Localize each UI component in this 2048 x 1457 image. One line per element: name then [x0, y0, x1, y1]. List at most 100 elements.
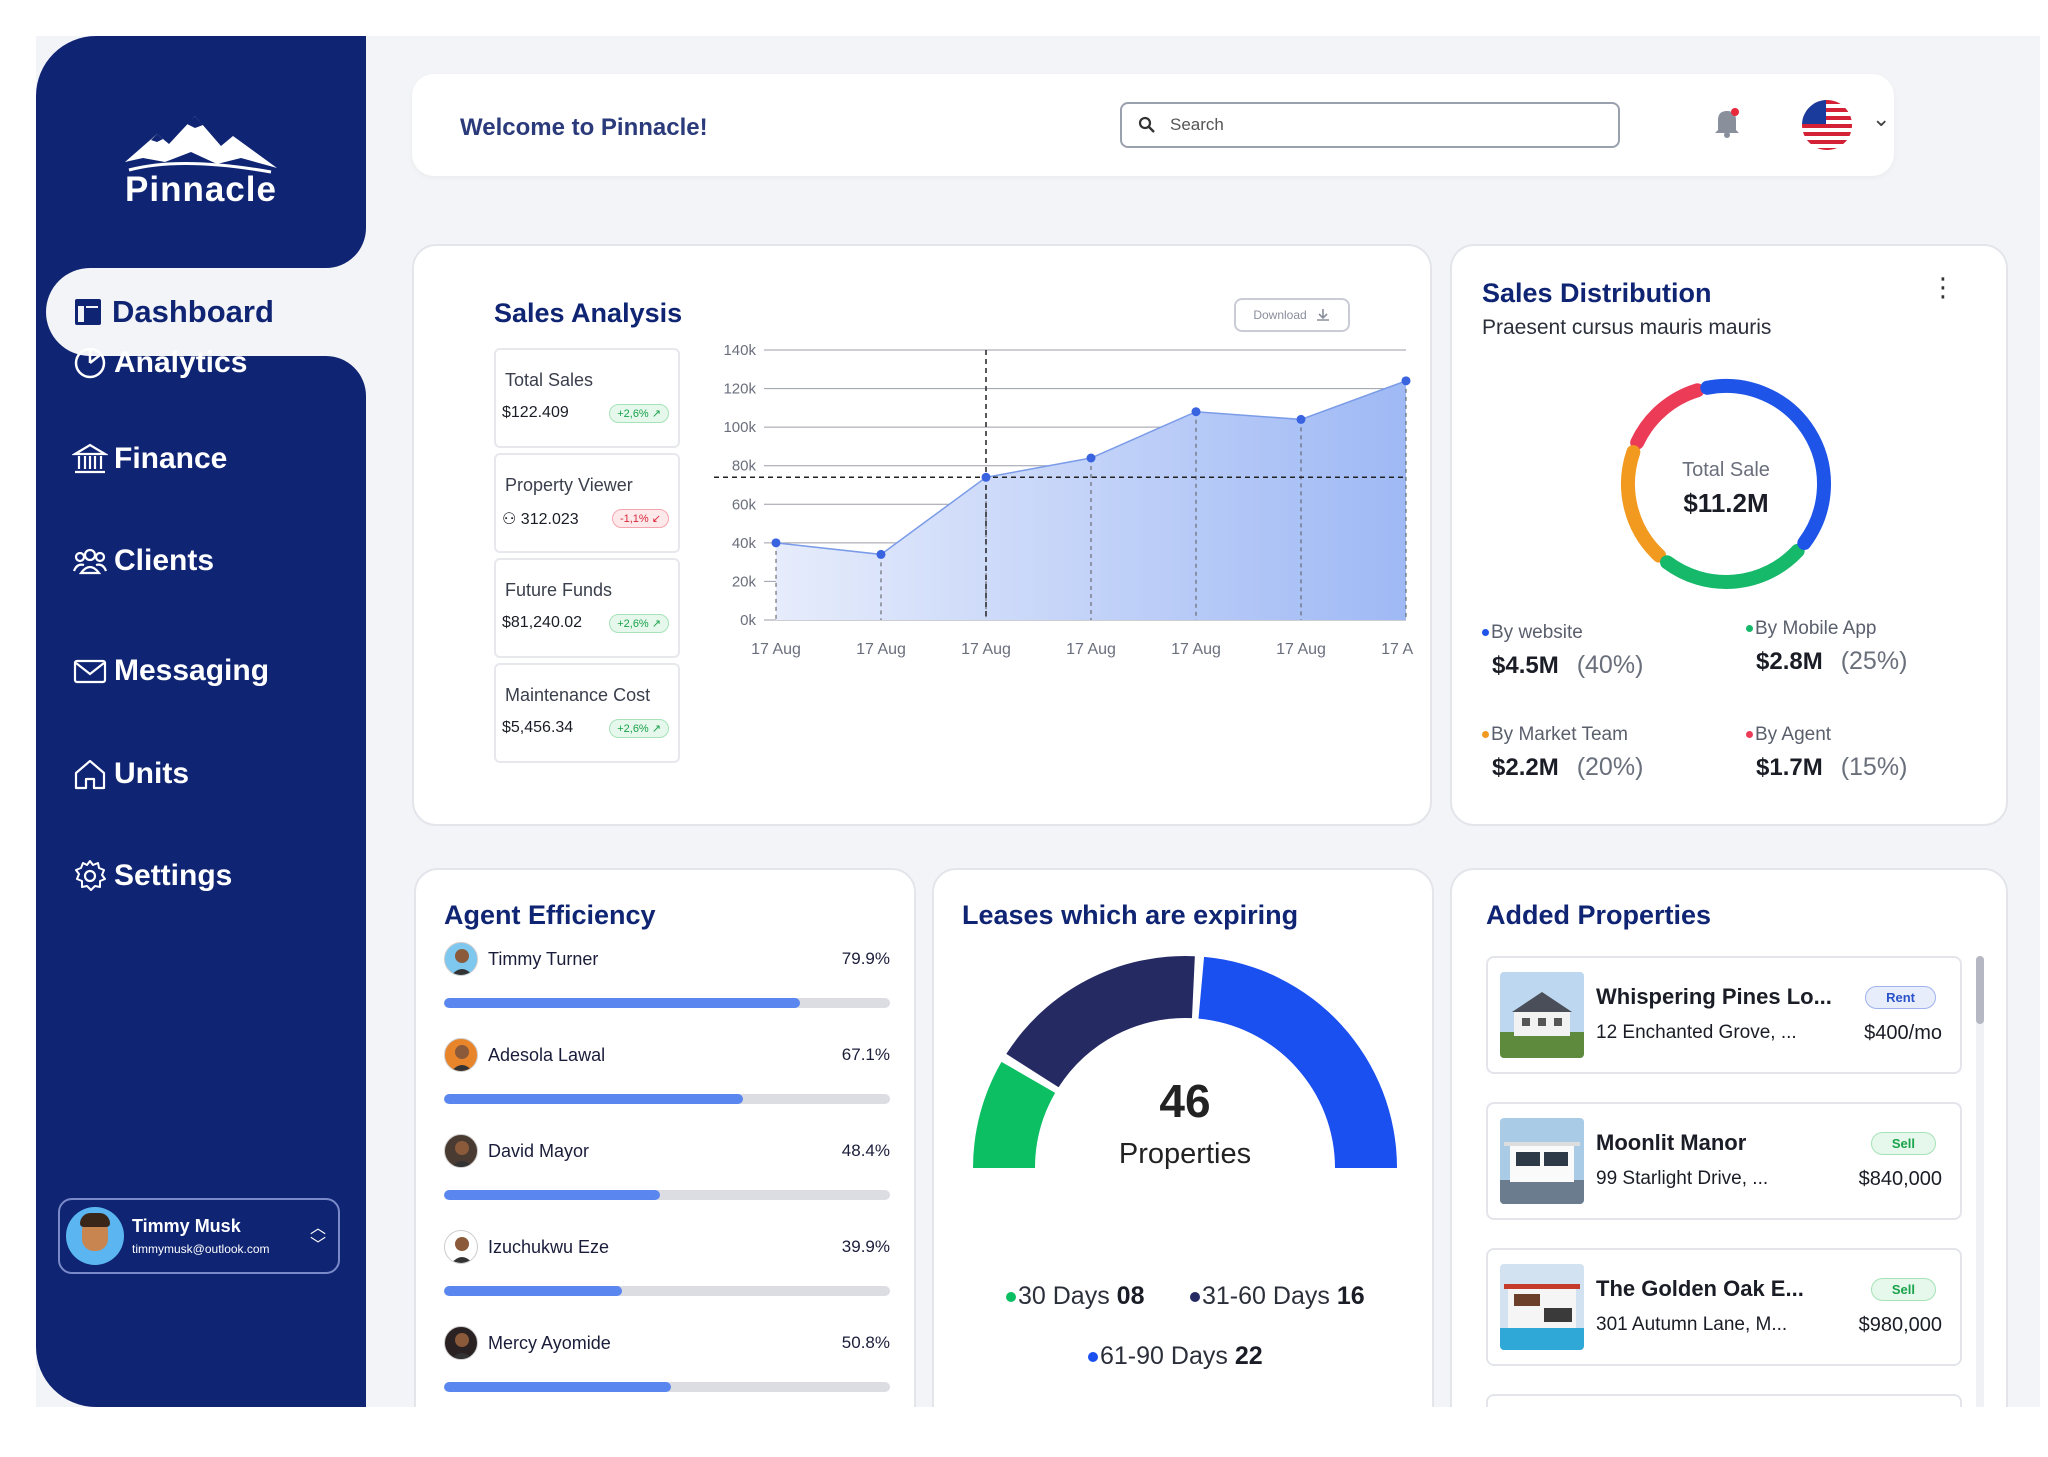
agent-row[interactable]: Mercy Ayomide 50.8%: [444, 1326, 890, 1398]
sidebar-item-label: Clients: [114, 544, 215, 577]
legend-31-60-days: 31-60 Days 16: [1190, 1282, 1365, 1311]
brand-logo[interactable]: Pinnacle: [36, 36, 366, 268]
agent-percentage: 39.9%: [841, 1237, 890, 1256]
sidebar-item-label: Settings: [114, 859, 233, 892]
nav-notch-top: [326, 226, 366, 268]
x-tick-label: 17 Aug: [751, 641, 801, 658]
property-name: The Golden Oak E...: [1596, 1276, 1804, 1301]
sidebar-item-clients[interactable]: Clients: [72, 536, 214, 586]
avatar: [444, 1134, 478, 1168]
dist-item-market-team: By Market Team $2.2M (20%): [1482, 724, 1643, 782]
change-badge: +2,6% ↗: [609, 404, 669, 423]
search-icon: [1138, 116, 1155, 133]
status-badge: Sell: [1870, 1278, 1936, 1301]
mountain-logo-icon: [125, 116, 277, 174]
progress-fill: [444, 998, 801, 1008]
agent-row[interactable]: Timmy Turner 79.9%: [444, 942, 890, 1014]
sales-donut-chart: Total Sale $11.2M: [1621, 379, 1831, 589]
property-price: $400/mo: [1864, 1022, 1942, 1044]
avatar: [444, 1038, 478, 1072]
agent-row[interactable]: Adesola Lawal 67.1%: [444, 1038, 890, 1110]
property-price: $840,000: [1858, 1168, 1942, 1190]
avatar: [444, 942, 478, 976]
sidebar-item-analytics[interactable]: Analytics: [72, 338, 247, 388]
property-name: Whispering Pines Lo...: [1596, 984, 1832, 1009]
added-properties-card: Added Properties Whispering Pines Lo... …: [1450, 868, 2008, 1407]
agent-row[interactable]: Izuchukwu Eze 39.9%: [444, 1230, 890, 1302]
y-tick-label: 120k: [723, 381, 756, 398]
scrollbar-thumb[interactable]: [1976, 956, 1984, 1024]
progress-bar: [444, 1382, 890, 1392]
card-subtitle: Praesent cursus mauris mauris: [1482, 316, 1772, 339]
property-address: 301 Autumn Lane, M...: [1596, 1314, 1788, 1335]
bank-icon: [72, 441, 108, 477]
notification-bell-icon[interactable]: [1712, 106, 1742, 138]
sidebar-item-label: Messaging: [114, 654, 270, 687]
us-flag-icon[interactable]: [1802, 100, 1852, 150]
home-icon: [72, 756, 108, 792]
scrollbar-track[interactable]: [1976, 956, 1984, 1407]
agent-row[interactable]: David Mayor 48.4%: [444, 1134, 890, 1206]
sidebar-item-settings[interactable]: Settings: [72, 851, 232, 901]
chevron-down-icon[interactable]: ⌄: [1872, 106, 1891, 131]
download-icon: [1316, 309, 1329, 321]
agent-efficiency-card: Agent Efficiency Timmy Turner 79.9% Adesol…: [414, 868, 916, 1407]
download-button[interactable]: Download: [1234, 298, 1350, 332]
stat-value: $5,456.34: [502, 719, 574, 736]
legend-30-days: 30 Days 08: [1006, 1282, 1144, 1311]
agent-name: Adesola Lawal: [488, 1045, 606, 1065]
chevron-up-down-icon[interactable]: ︿ ﹀: [309, 1220, 326, 1254]
stat-value: $81,240.02: [502, 614, 583, 631]
property-item[interactable]: Moonlit Manor 99 Starlight Drive, ... $8…: [1486, 1102, 1962, 1220]
sales-area-chart[interactable]: 0k 20k 40k 60k 80k 100k 120k 140k 17 Aug 17 Aug 17…: [694, 336, 1414, 756]
data-point: [1191, 407, 1201, 417]
x-tick-label: 17 Aug: [1171, 641, 1221, 658]
pie-chart-icon: [72, 345, 108, 381]
nav-notch-bottom: [326, 356, 366, 398]
progress-bar: [444, 1190, 890, 1200]
dist-item-mobile-app: By Mobile App $2.8M (25%): [1746, 618, 1907, 676]
progress-bar: [444, 998, 890, 1008]
data-point: [1086, 453, 1096, 463]
donut-center-value: $11.2M: [1683, 488, 1768, 518]
stat-value: $122.409: [502, 404, 569, 421]
property-item[interactable]: Whispering Pines Lo... 12 Enchanted Grov…: [1486, 956, 1962, 1074]
legend-61-90-days: 61-90 Days 22: [1088, 1342, 1263, 1371]
donut-segment: [1660, 543, 1805, 589]
dist-item-agent: By Agent $1.7M (15%): [1746, 724, 1907, 782]
sidebar-item-label: Units: [114, 757, 189, 790]
x-tick-label: 17 Aug: [856, 641, 906, 658]
more-options-icon[interactable]: ⋮: [1930, 272, 1956, 302]
app-window: Pinnacle Dashboard Analytics: [36, 36, 2040, 1407]
sidebar-item-messaging[interactable]: Messaging: [72, 646, 269, 696]
sidebar-item-dashboard[interactable]: Dashboard: [46, 268, 376, 356]
data-point: [1296, 414, 1306, 424]
data-point: [771, 538, 781, 548]
property-item[interactable]: The Golden Oak E... 301 Autumn Lane, M..…: [1486, 1248, 1962, 1366]
x-tick-label: 17 Aug: [961, 641, 1011, 658]
search-box[interactable]: [1120, 102, 1620, 148]
search-input[interactable]: [1170, 115, 1570, 135]
x-tick-label: 17 Aug: [1276, 641, 1326, 658]
sidebar-item-label: Dashboard: [112, 294, 274, 329]
property-item-partial[interactable]: [1486, 1394, 1962, 1407]
property-address: 99 Starlight Drive, ...: [1596, 1168, 1769, 1189]
user-name: Timmy Musk: [132, 1216, 241, 1236]
stat-label: Total Sales: [505, 370, 594, 390]
change-badge: -1,1% ↙: [611, 509, 669, 528]
sidebar-item-finance[interactable]: Finance: [72, 434, 227, 484]
donut-center-label: Total Sale: [1682, 459, 1770, 481]
card-title: Sales Analysis: [494, 298, 683, 328]
progress-fill: [444, 1190, 660, 1200]
agent-percentage: 67.1%: [841, 1045, 890, 1064]
y-tick-label: 0k: [740, 612, 756, 629]
agent-name: Timmy Turner: [488, 949, 599, 969]
user-profile-card[interactable]: Timmy Musk timmymusk@outlook.com ︿ ﹀: [58, 1198, 340, 1274]
stat-property-viewer: Property Viewer ⚇ 312.023 -1,1% ↙: [494, 453, 680, 553]
gear-icon: [72, 858, 108, 894]
card-title: Sales Distribution: [1482, 278, 1712, 308]
y-tick-label: 140k: [723, 342, 756, 359]
sales-analysis-card: Sales Analysis Download Total Sales $122…: [412, 244, 1432, 826]
sidebar-item-units[interactable]: Units: [72, 749, 189, 799]
users-icon: [72, 543, 108, 579]
